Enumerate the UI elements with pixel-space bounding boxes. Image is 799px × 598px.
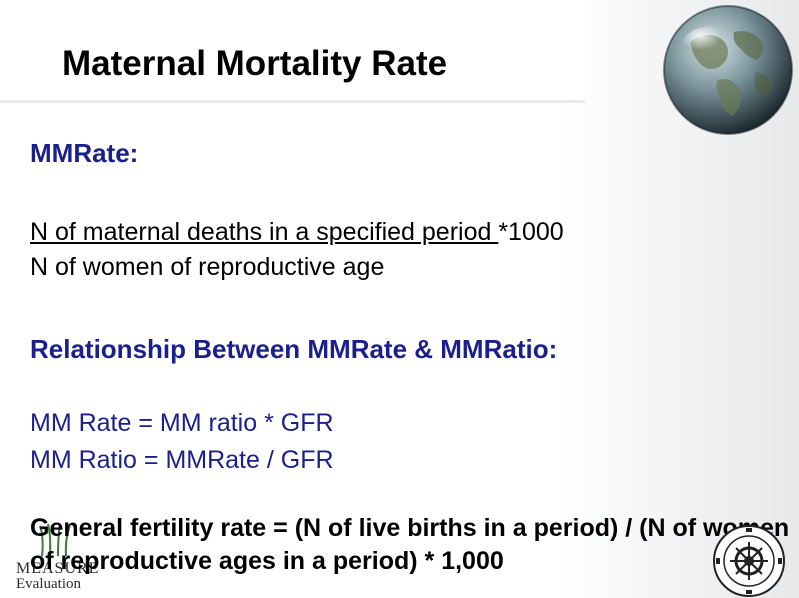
globe-image <box>663 5 793 135</box>
formula-numerator-line: N of maternal deaths in a specified peri… <box>30 218 564 247</box>
relationship-heading: Relationship Between MMRate & MMRatio: <box>30 334 558 364</box>
logo-text-measure: MEASURE <box>16 560 100 577</box>
mmrate-heading: MMRate: <box>30 138 139 168</box>
title-band <box>0 0 585 103</box>
measure-evaluation-logo: MEASURE Evaluation <box>12 522 98 592</box>
equation-mm-ratio: MM Ratio = MMRate / GFR <box>30 446 334 474</box>
equation-mm-rate: MM Rate = MM ratio * GFR <box>30 409 334 437</box>
formula-multiplier: *1000 <box>498 218 564 246</box>
university-seal-logo <box>713 525 785 597</box>
formula-denominator: N of women of reproductive age <box>30 253 385 281</box>
measure-leaf-icon <box>39 523 71 557</box>
formula-numerator: N of maternal deaths in a specified peri… <box>30 218 499 246</box>
logo-text-evaluation: Evaluation <box>16 576 81 592</box>
slide-title: Maternal Mortality Rate <box>62 44 448 83</box>
gfr-definition: General fertility rate = (N of live birt… <box>30 514 790 575</box>
